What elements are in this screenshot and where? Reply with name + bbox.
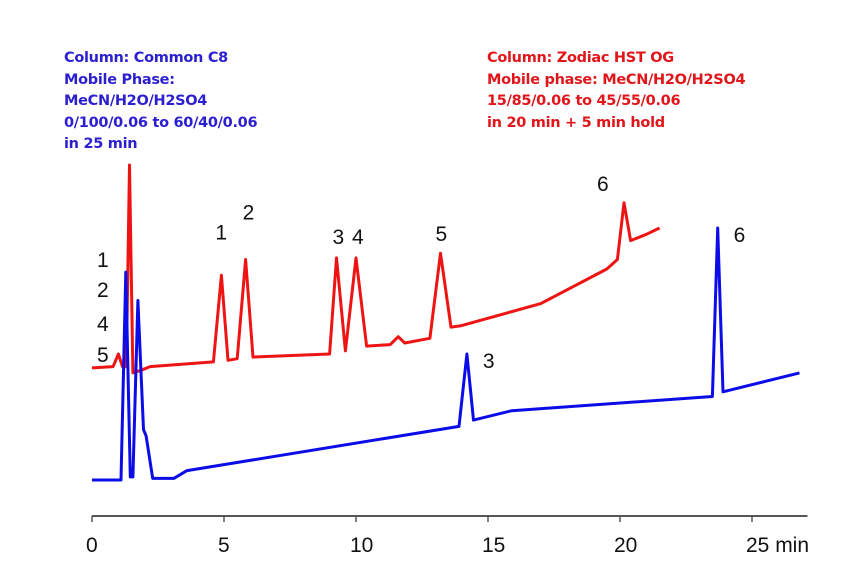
blue-method-conditions: Column: Common C8 Mobile Phase: MeCN/H2O… [64, 48, 258, 156]
red-method-conditions: Column: Zodiac HST OG Mobile phase: MeCN… [487, 48, 746, 134]
x-tick-label: 10 [350, 534, 373, 557]
x-axis: 0 5 10 15 20 25 min [86, 515, 809, 557]
blue-gradient-text: 0/100/0.06 to 60/40/0.06 [64, 114, 258, 131]
red-peak-label: 2 [243, 202, 255, 225]
red-mobile-phase-text: Mobile phase: MeCN/H2O/H2SO4 [487, 71, 746, 88]
blue-peak-label: 6 [734, 224, 746, 247]
blue-peak-label: 3 [483, 350, 495, 373]
x-tick-label: 20 [614, 534, 637, 557]
blue-peak-label: 2 [97, 279, 109, 302]
red-peak-label: 4 [352, 226, 364, 249]
x-tick-label: 25 min [746, 534, 809, 557]
blue-column-text: Column: Common C8 [64, 50, 228, 66]
blue-time-text: in 25 min [64, 136, 138, 152]
red-peak-label: 5 [435, 223, 447, 246]
red-time-text: in 20 min + 5 min hold [487, 114, 665, 131]
x-tick-label: 0 [86, 534, 98, 557]
blue-trace [92, 226, 800, 482]
blue-peak-label: 5 [97, 344, 109, 367]
red-peak-label: 6 [597, 173, 609, 196]
x-tick-label: 5 [218, 534, 230, 557]
traces [91, 163, 800, 482]
red-peak-label: 1 [215, 221, 227, 244]
red-gradient-text: 15/85/0.06 to 45/55/0.06 [487, 93, 681, 109]
blue-peak-label: 1 [97, 249, 109, 272]
blue-mobile-phase-label: Mobile Phase: [64, 71, 175, 88]
red-column-text: Column: Zodiac HST OG [487, 50, 674, 66]
red-peak-label: 3 [332, 226, 344, 249]
red-trace [91, 163, 661, 375]
x-tick-label: 15 [482, 534, 505, 557]
blue-peak-label: 4 [97, 313, 109, 336]
blue-mobile-phase-text: MeCN/H2O/H2SO4 [64, 93, 208, 109]
